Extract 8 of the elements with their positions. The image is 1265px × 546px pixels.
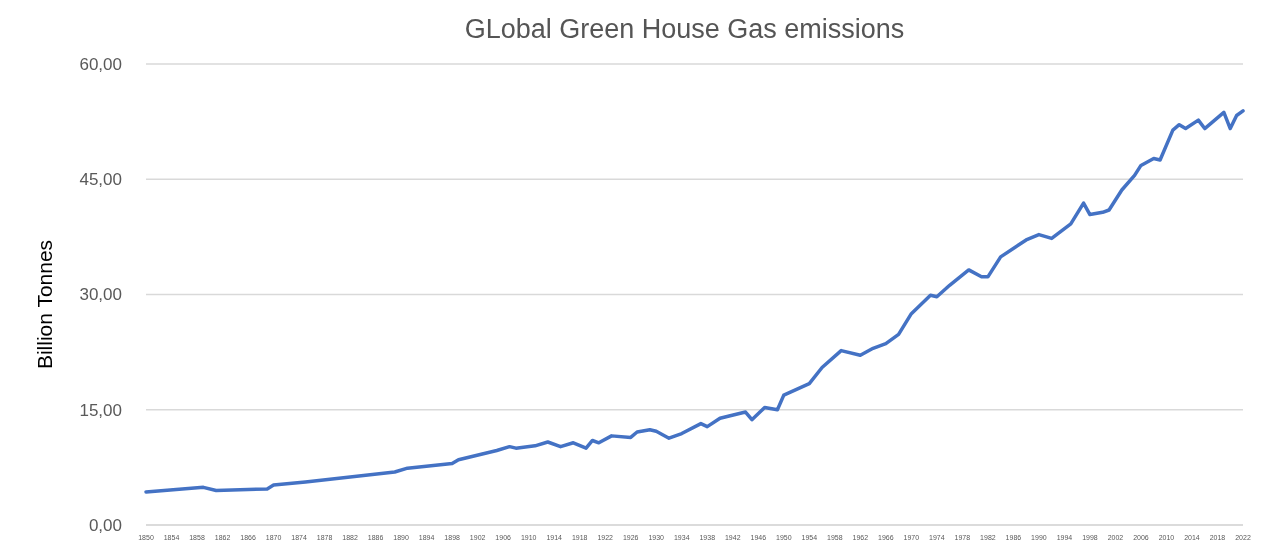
y-axis-title: Billion Tonnes [33,239,56,370]
y-tick-label: 30,00 [79,285,122,305]
y-tick-label: 60,00 [79,54,122,74]
y-tick-label: 0,00 [88,515,122,535]
y-tick-label: 45,00 [79,170,122,190]
y-tick-label: 15,00 [79,400,122,420]
chart-title: GLobal Green House Gas emissions [464,14,905,44]
line-series [144,109,1245,494]
